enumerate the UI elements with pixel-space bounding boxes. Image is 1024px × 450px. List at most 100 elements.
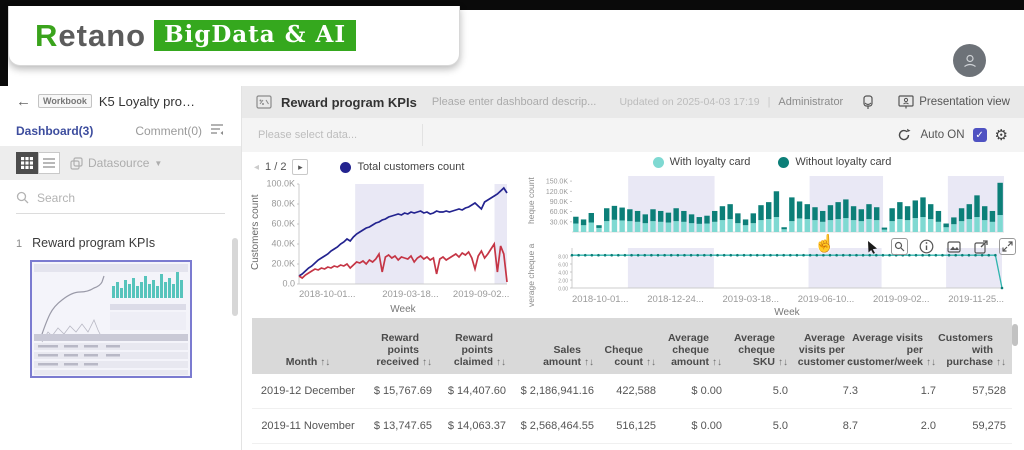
svg-text:2019-09-02...: 2019-09-02... [873, 294, 930, 305]
auto-refresh-label: Auto ON [920, 129, 965, 141]
cheque-count-chart[interactable]: With loyalty card Without loyalty card h… [526, 152, 1018, 236]
svg-text:0.00: 0.00 [558, 287, 568, 293]
column-header[interactable]: Reward points claimed ↑↓ [438, 318, 512, 374]
pagination-prev-icon[interactable]: ◂ [254, 161, 260, 173]
select-data-placeholder[interactable]: Please select data... [258, 129, 358, 141]
table-cell: 2.0 [920, 420, 936, 432]
table-cell: 516,125 [616, 420, 656, 432]
search-icon [16, 191, 29, 204]
sort-arrows-icon[interactable]: ↑↓ [778, 357, 788, 368]
zoom-icon[interactable] [891, 238, 908, 255]
list-icon [43, 158, 55, 168]
workbook-badge: Workbook [38, 94, 92, 108]
table-cell: 2019-12 December [260, 385, 356, 397]
svg-text:Week: Week [774, 307, 800, 316]
column-header[interactable]: Average cheque SKU ↑↓ [728, 318, 794, 374]
table-scrollbar[interactable] [1012, 324, 1018, 346]
column-header[interactable]: Reward points received ↑↓ [364, 318, 438, 374]
svg-text:40.0K: 40.0K [271, 239, 295, 249]
svg-text:2.00: 2.00 [558, 279, 568, 285]
search-input[interactable]: Search [16, 182, 225, 214]
svg-text:30.0K: 30.0K [550, 219, 569, 226]
back-arrow-icon[interactable]: ← [16, 92, 31, 110]
average-cheque-plot[interactable]: 8.00 6.00 4.00 2.00 0.00 2018-10-01... 2018-12… [536, 240, 1010, 316]
sort-arrows-icon[interactable]: ↑↓ [848, 357, 858, 368]
column-label: Cheque count [604, 344, 643, 368]
sort-arrows-icon[interactable]: ↑↓ [712, 357, 722, 368]
fullscreen-icon[interactable] [999, 238, 1016, 255]
legend-without-loyalty[interactable]: Without loyalty card [778, 156, 891, 168]
datasource-label: Datasource [88, 156, 150, 170]
table-cell: $ 2,568,464.55 [520, 420, 594, 432]
list-view-button[interactable] [38, 152, 60, 174]
svg-text:120.0K: 120.0K [546, 189, 569, 196]
column-label: Month [285, 356, 318, 368]
column-header[interactable]: Average cheque amount ↑↓ [662, 318, 728, 374]
dashboard-description-placeholder[interactable]: Please enter dashboard descrip... [431, 96, 597, 108]
svg-text:150.0K: 150.0K [546, 179, 569, 186]
workbook-title: K5 Loyalty pro… [98, 93, 195, 109]
sort-arrows-icon[interactable]: ↑↓ [320, 357, 331, 368]
copy-icon[interactable] [859, 94, 876, 111]
presentation-view-button[interactable]: Presentation view [898, 95, 1010, 109]
grid-view-button[interactable] [16, 152, 38, 174]
average-cheque-chart[interactable]: ☝ verage cheque a 8.00 6.00 4.00 2.00 0.00 20… [526, 234, 1018, 316]
pagination-label: 1 / 2 [265, 161, 287, 173]
sort-arrows-icon[interactable]: ↑↓ [584, 357, 594, 368]
refresh-icon[interactable] [895, 127, 912, 144]
brand-name: Retano [35, 17, 147, 53]
sort-arrows-icon[interactable]: ↑↓ [496, 357, 506, 368]
legend-with-loyalty[interactable]: With loyalty card [652, 156, 750, 168]
y-axis-label: heque count [526, 177, 536, 225]
svg-text:80.0K: 80.0K [271, 199, 295, 209]
column-header[interactable]: Average visits per customer/week ↑↓ [847, 318, 942, 374]
svg-text:4.00: 4.00 [558, 271, 568, 277]
sort-arrows-icon[interactable]: ↑↓ [926, 357, 936, 368]
info-icon[interactable] [918, 238, 935, 255]
dashboard-thumbnail[interactable] [30, 260, 192, 378]
auto-refresh-checkbox[interactable]: ✓ [972, 128, 987, 142]
datasource-dropdown[interactable]: Datasource ▼ [70, 156, 162, 170]
user-avatar[interactable] [953, 44, 986, 77]
column-header[interactable]: Average visits per customer ↑↓ [794, 318, 864, 374]
table-cell: $ 13,747.65 [373, 420, 432, 432]
legend-dot [340, 161, 352, 173]
sort-arrows-icon[interactable]: ↑↓ [646, 357, 656, 368]
customers-chart[interactable]: ◂ 1 / 2 ▸ Total customers count Customer… [250, 156, 522, 314]
export-image-icon[interactable] [945, 238, 962, 255]
export-chart-icon[interactable] [972, 238, 989, 255]
tab-comment[interactable]: Comment(0) [135, 124, 203, 138]
column-header[interactable]: Customers with purchase ↑↓ [938, 318, 1012, 374]
sidebar-scrollbar[interactable] [232, 238, 238, 316]
tab-dashboard[interactable]: Dashboard(3) [16, 124, 94, 138]
table-row[interactable]: 2019-12 December $ 15,767.69 $ 14,407.60 $ … [252, 374, 1012, 409]
presentation-view-label: Presentation view [919, 96, 1010, 108]
list-item[interactable]: 1 Reward program KPIs [0, 236, 241, 250]
svg-text:60.0K: 60.0K [271, 219, 295, 229]
table-cell: $ 2,186,941.16 [520, 385, 594, 397]
pointer-icon[interactable] [864, 238, 881, 255]
svg-text:2019-03-18...: 2019-03-18... [723, 294, 780, 305]
kpi-table: Month ↑↓ Reward points received ↑↓ Reward po… [252, 318, 1018, 444]
table-row[interactable]: 2019-11 November $ 13,747.65 $ 14,063.37 $ … [252, 409, 1012, 444]
column-header[interactable]: Month ↑↓ [252, 318, 364, 374]
svg-text:Week: Week [390, 304, 416, 314]
brand-logo: Retano BigData & AI [8, 6, 460, 66]
column-header[interactable]: Sales amount ↑↓ [512, 318, 600, 374]
sort-arrows-icon[interactable]: ↑↓ [422, 357, 432, 368]
datasource-icon [70, 156, 83, 170]
column-header[interactable]: Cheque count ↑↓ [600, 318, 662, 374]
legend-total-customers[interactable]: Total customers count [340, 161, 464, 173]
svg-text:8.00: 8.00 [558, 255, 568, 261]
svg-text:6.00: 6.00 [558, 263, 568, 269]
list-sort-icon[interactable] [210, 122, 225, 140]
search-placeholder: Search [37, 190, 76, 205]
svg-text:90.0K: 90.0K [550, 199, 569, 206]
pagination-next-button[interactable]: ▸ [292, 159, 309, 175]
sort-arrows-icon[interactable]: ↑↓ [996, 357, 1006, 368]
y-axis-label: verage cheque a [526, 243, 536, 307]
table-cell: 59,275 [972, 420, 1006, 432]
gear-icon[interactable]: ⚙ [994, 127, 1008, 144]
customers-line-plot[interactable]: 100.0K 80.0K 60.0K 40.0K 20.0K 0.0 2018-10-01.… [261, 178, 513, 315]
cheque-bar-plot[interactable]: 150.0K 120.0K 90.0K 60.0K 30.0K [536, 172, 1010, 236]
